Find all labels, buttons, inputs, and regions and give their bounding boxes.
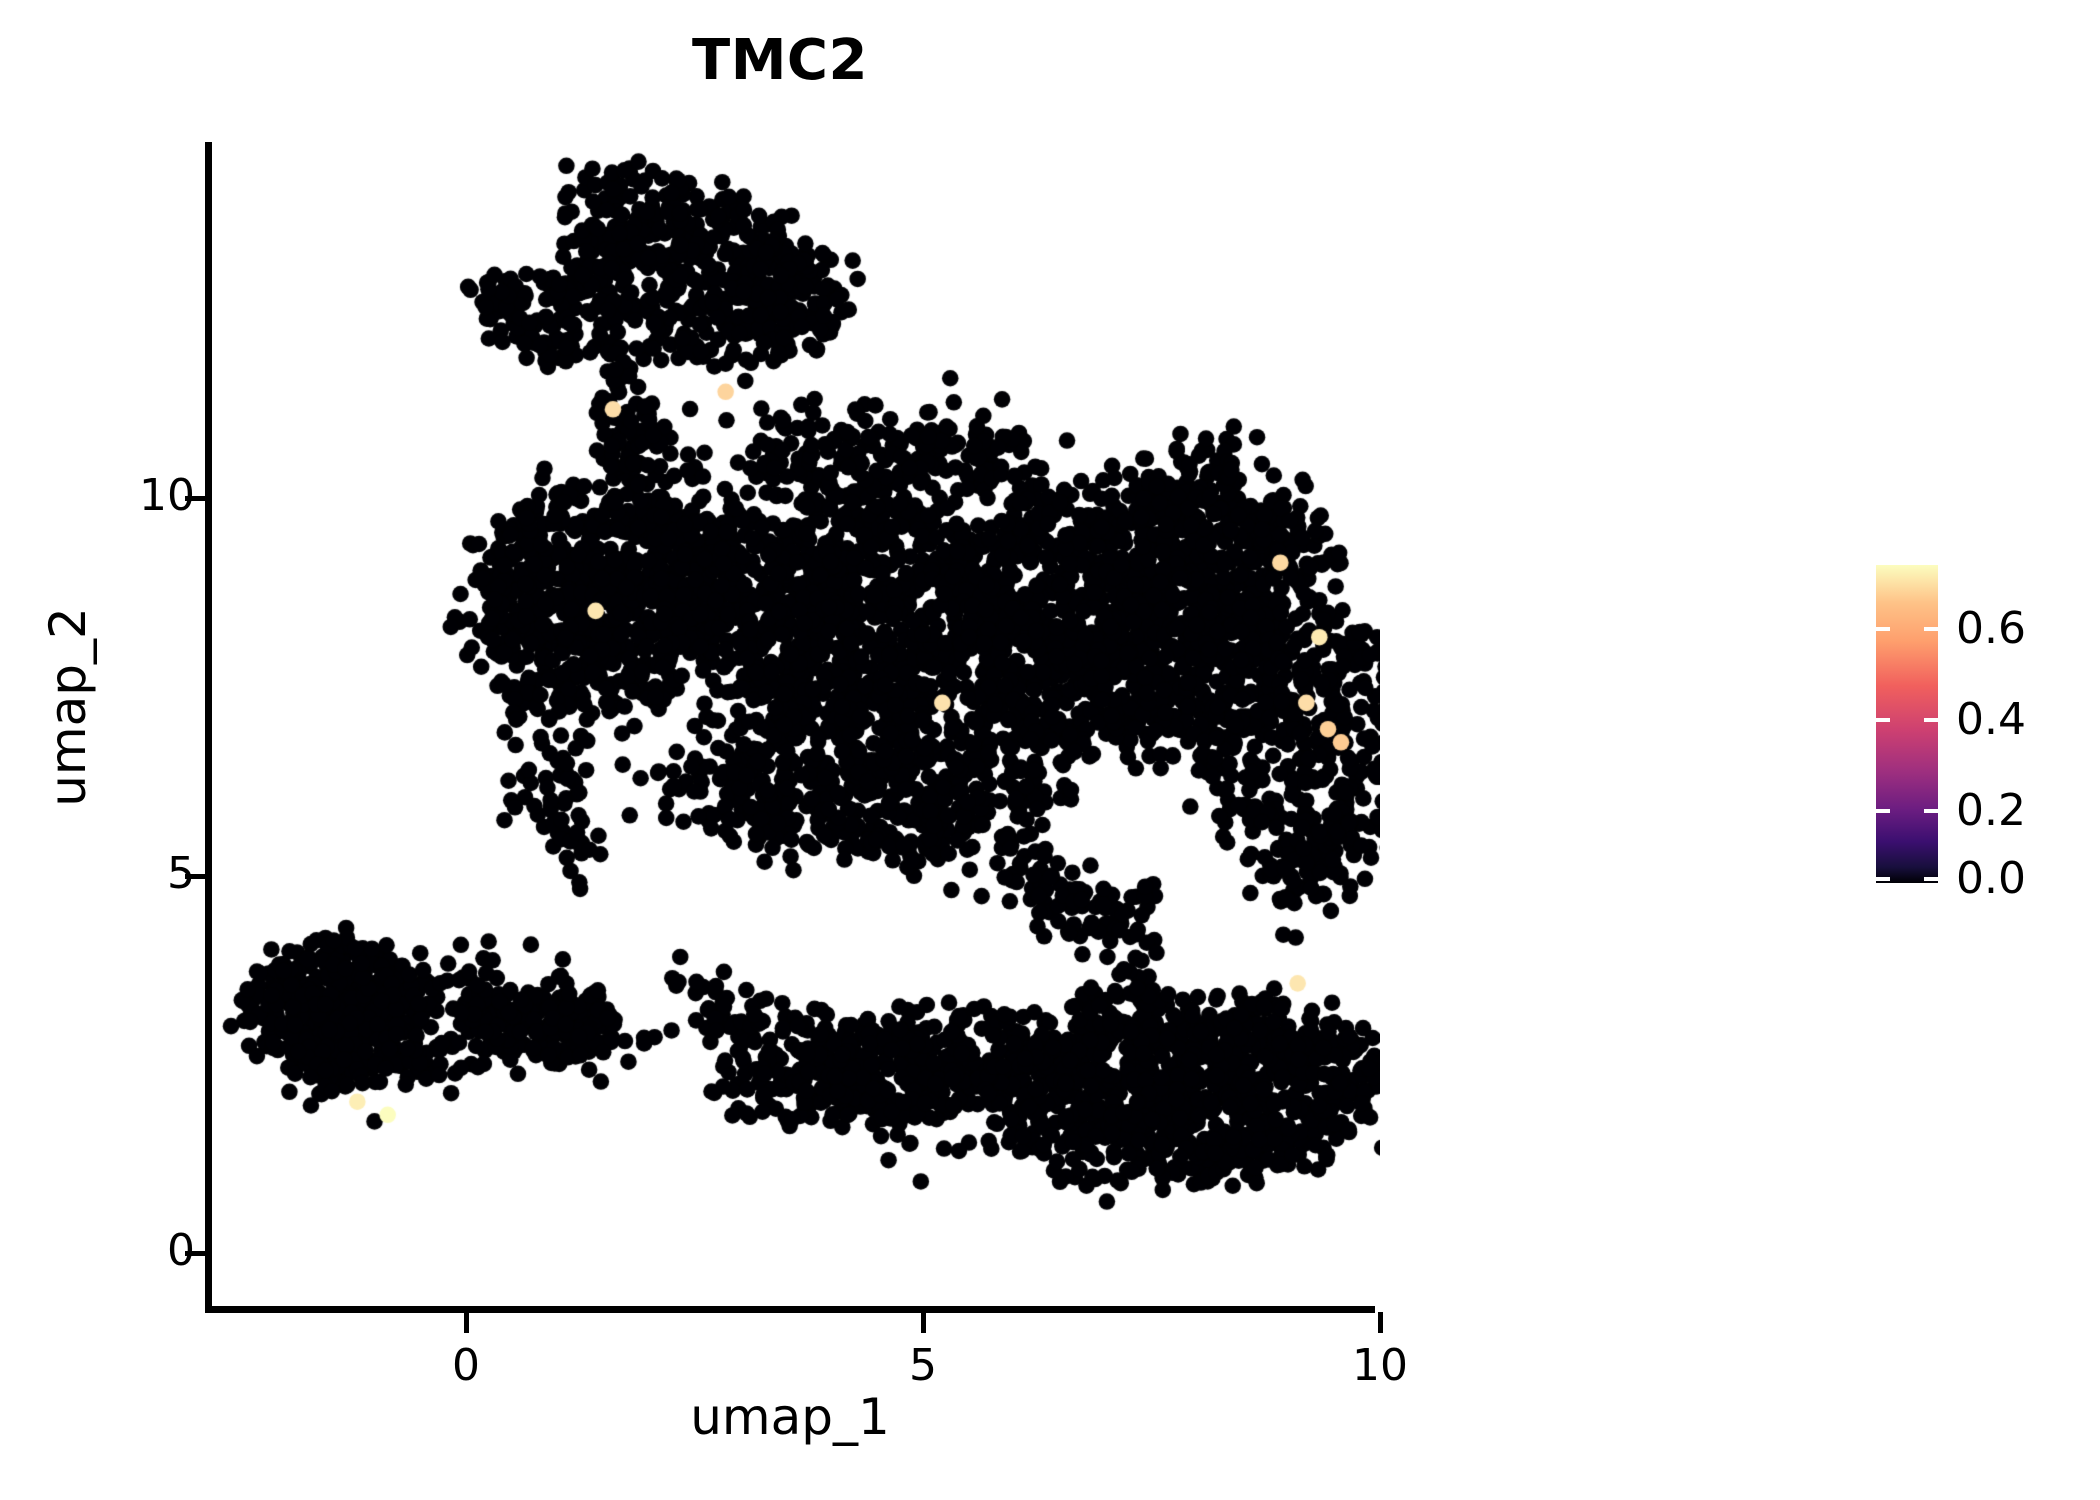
colorbar-tick-0.6-right <box>1924 627 1938 631</box>
colorbar-label-0.2: 0.2 <box>1956 785 2026 836</box>
colorbar-tick-0.2-right <box>1924 809 1938 813</box>
x-axis-label: umap_1 <box>690 1388 890 1446</box>
x-tick-0 <box>464 1312 469 1333</box>
colorbar-label-0.0: 0.0 <box>1956 853 2026 904</box>
x-tick-label-0: 0 <box>452 1340 480 1391</box>
page-title: TMC2 <box>692 28 868 93</box>
y-tick-10 <box>185 496 206 501</box>
x-axis-spine <box>205 1306 1375 1313</box>
y-tick-5 <box>185 874 206 879</box>
colorbar-tick-0.4-left <box>1876 718 1890 722</box>
colorbar-tick-0.2-left <box>1876 809 1890 813</box>
colorbar-gradient <box>1876 565 1938 883</box>
colorbar-tick-0.0-right <box>1924 877 1938 881</box>
y-tick-label-5: 5 <box>167 848 195 899</box>
colorbar-tick-0.0-left <box>1876 877 1890 881</box>
scatter-plot-area <box>210 142 1380 1312</box>
colorbar-label-0.6: 0.6 <box>1956 603 2026 654</box>
y-tick-label-0: 0 <box>167 1225 195 1276</box>
y-axis-label: umap_2 <box>39 607 97 807</box>
colorbar-tick-0.4-right <box>1924 718 1938 722</box>
y-axis-spine <box>205 142 212 1312</box>
x-tick-label-5: 5 <box>909 1340 937 1391</box>
x-tick-label-10: 10 <box>1352 1340 1408 1391</box>
colorbar-tick-0.6-left <box>1876 627 1890 631</box>
x-tick-5 <box>921 1312 926 1333</box>
y-tick-0 <box>185 1251 206 1256</box>
y-tick-label-10: 10 <box>139 470 195 521</box>
colorbar <box>1876 565 1938 883</box>
x-tick-10 <box>1378 1312 1383 1333</box>
colorbar-label-0.4: 0.4 <box>1956 694 2026 745</box>
